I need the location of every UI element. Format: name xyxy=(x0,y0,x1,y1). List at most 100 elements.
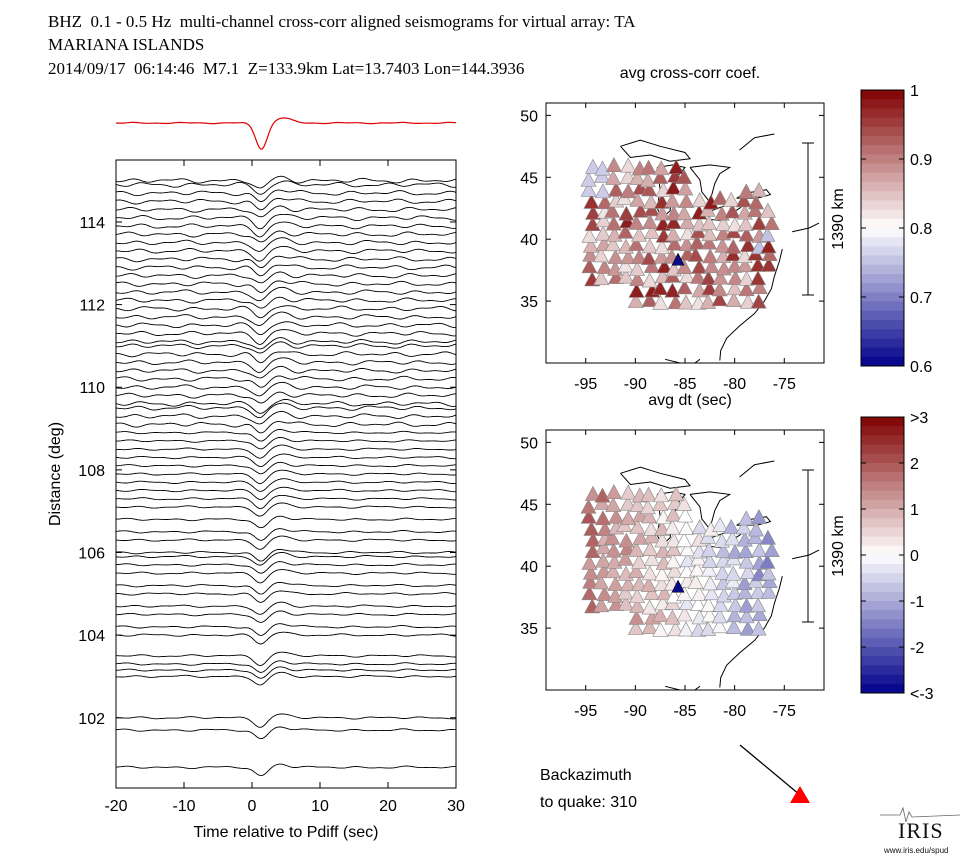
colorbar-segment xyxy=(861,99,904,109)
station-triangle xyxy=(726,216,743,232)
seismogram-trace xyxy=(116,321,456,336)
station-triangle xyxy=(607,248,624,264)
station-triangle xyxy=(747,529,764,544)
station-triangle xyxy=(712,516,729,532)
station-triangle xyxy=(687,573,704,589)
coastline xyxy=(792,549,820,560)
station-triangle xyxy=(585,531,602,547)
station-triangle xyxy=(592,247,609,263)
x-tick-label: 20 xyxy=(379,798,397,815)
colorbar-segment xyxy=(861,619,904,630)
station-triangle xyxy=(580,181,597,197)
station-triangle xyxy=(726,584,743,600)
station-triangle xyxy=(628,609,645,625)
station-triangle xyxy=(751,279,768,294)
colorbar-segment xyxy=(861,610,904,620)
seismogram-trace xyxy=(116,666,456,679)
map-y-tick-label: 40 xyxy=(520,232,538,249)
seismogram-trace xyxy=(116,651,456,667)
backazimuth-label: Backazimuth xyxy=(540,767,632,784)
map-y-tick-label: 45 xyxy=(520,497,538,514)
scale-bar-label: 1390 km xyxy=(830,515,847,576)
station-triangle xyxy=(723,191,740,207)
station-triangle xyxy=(690,595,707,611)
station-triangle xyxy=(712,189,729,205)
colorbar-tick-label: 0.7 xyxy=(910,290,932,307)
station-triangle xyxy=(740,563,757,579)
station-triangle xyxy=(665,541,682,556)
station-triangle xyxy=(653,566,671,582)
station-triangle xyxy=(595,212,612,228)
colorbar-segment xyxy=(861,481,904,492)
station-triangle xyxy=(629,588,646,604)
station-triangle xyxy=(620,249,637,265)
station-triangle xyxy=(639,499,656,515)
station-triangle xyxy=(750,182,767,197)
station-triangle xyxy=(703,585,720,601)
map-cross-corr-chart: avg cross-corr coef. -95 -90 -85 -80 -75 35 40 4… xyxy=(520,65,932,393)
iris-logo xyxy=(880,806,961,823)
station-triangle xyxy=(759,529,776,545)
station-triangle xyxy=(667,294,684,310)
station-triangle xyxy=(604,563,621,579)
map-y-tick-label: 45 xyxy=(520,170,538,187)
station-triangle xyxy=(738,510,755,526)
seismogram-trace xyxy=(116,189,456,202)
station-triangle xyxy=(711,608,728,624)
station-triangle xyxy=(617,595,634,611)
seismogram-trace xyxy=(116,286,456,302)
colorbar-tick-label: <-3 xyxy=(910,686,934,703)
x-tick-label: 30 xyxy=(447,798,465,815)
colorbar-segment xyxy=(861,674,904,685)
station-triangle xyxy=(641,238,658,254)
seismogram-trace xyxy=(116,357,456,373)
colorbar-segment xyxy=(861,499,904,510)
station-triangle xyxy=(749,597,766,613)
station-triangle xyxy=(628,541,645,557)
station-triangle xyxy=(738,553,755,569)
colorbar-segment xyxy=(861,665,904,676)
station-triangle xyxy=(653,248,670,264)
header-line-3: 2014/09/17 06:14:46 M7.1 Z=133.9km Lat=1… xyxy=(48,59,525,78)
scale-bar-label: 1390 km xyxy=(830,188,847,249)
station-triangle xyxy=(605,157,622,172)
coastline xyxy=(739,460,775,478)
station-triangle xyxy=(677,180,694,196)
colorbar-segment xyxy=(861,182,904,192)
station-triangle xyxy=(631,553,648,569)
station-triangle xyxy=(596,194,613,209)
map-y-tick-label: 50 xyxy=(520,108,538,125)
station-triangle xyxy=(604,202,621,218)
station-triangle xyxy=(676,606,693,622)
station-triangle xyxy=(629,169,646,185)
seismogram-trace xyxy=(116,245,456,262)
station-triangle xyxy=(677,621,694,637)
seismogram-trace xyxy=(116,515,456,529)
station-triangle xyxy=(726,257,743,273)
station-triangle xyxy=(667,494,684,510)
station-triangle xyxy=(701,561,718,577)
seismogram-trace xyxy=(116,365,456,379)
colorbar-segment xyxy=(861,329,904,339)
station-triangle xyxy=(665,226,682,242)
seismogram-trace xyxy=(116,461,456,475)
header-line-1: BHZ 0.1 - 0.5 Hz multi-channel cross-cor… xyxy=(48,12,636,31)
station-triangle xyxy=(593,270,610,286)
station-triangle xyxy=(737,584,754,600)
station-triangle xyxy=(678,268,695,284)
seismogram-trace xyxy=(116,175,456,189)
station-triangle xyxy=(652,280,669,296)
station-triangle xyxy=(641,599,658,615)
station-triangle xyxy=(619,540,636,556)
station-triangle xyxy=(668,486,685,502)
seismogram-trace xyxy=(116,763,456,777)
colorbar-tick-label: 1 xyxy=(910,502,919,519)
station-triangle xyxy=(665,214,682,229)
station-triangle xyxy=(678,192,695,208)
seismogram-trace xyxy=(116,255,456,269)
station-triangle xyxy=(738,183,755,199)
station-triangle xyxy=(664,609,681,625)
seismogram-trace xyxy=(116,381,456,397)
station-triangle xyxy=(749,583,766,599)
station-triangle xyxy=(581,554,598,570)
